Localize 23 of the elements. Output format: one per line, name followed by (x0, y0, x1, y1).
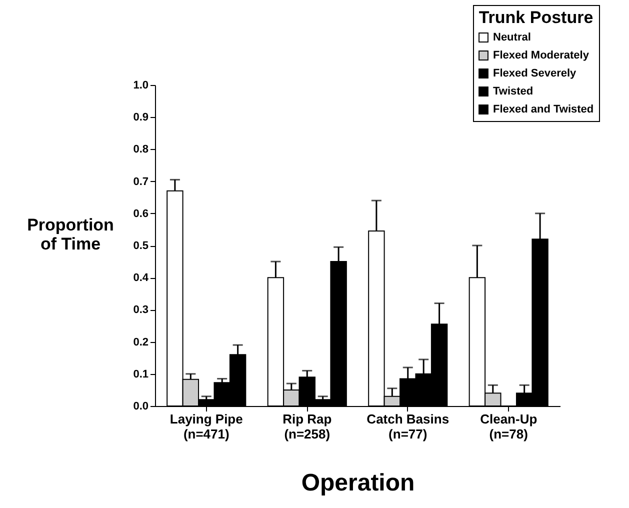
y-tick-label: 1.0 (133, 80, 148, 92)
y-tick-label: 0.7 (133, 176, 148, 188)
legend-label: Flexed and Twisted (493, 104, 594, 116)
y-axis-title: Proportion of Time (27, 216, 114, 254)
legend-label: Flexed Severely (493, 68, 578, 80)
legend-title: Trunk Posture (478, 8, 594, 27)
y-tick-label: 0.0 (133, 400, 148, 412)
x-tick-label: Clean-Up (n=78) (480, 412, 538, 442)
y-tick-label: 0.8 (133, 144, 148, 156)
y-tick-label: 0.2 (133, 336, 148, 348)
legend-label: Flexed Moderately (493, 50, 590, 62)
x-tick-label: Catch Basins (n=77) (366, 412, 450, 442)
x-axis-title: Operation (301, 470, 415, 496)
y-tick-label: 0.9 (133, 112, 148, 124)
y-tick-label: 0.6 (133, 208, 148, 220)
y-tick-label: 0.4 (133, 272, 150, 284)
legend-label: Neutral (493, 32, 531, 44)
y-tick-label: 0.5 (133, 240, 148, 252)
y-tick-label: 0.3 (133, 304, 148, 316)
x-tick-label: Laying Pipe (n=471) (170, 412, 243, 442)
x-tick-label: Rip Rap (n=258) (282, 412, 332, 442)
legend-label: Twisted (493, 86, 534, 98)
y-tick-label: 0.1 (133, 368, 148, 380)
